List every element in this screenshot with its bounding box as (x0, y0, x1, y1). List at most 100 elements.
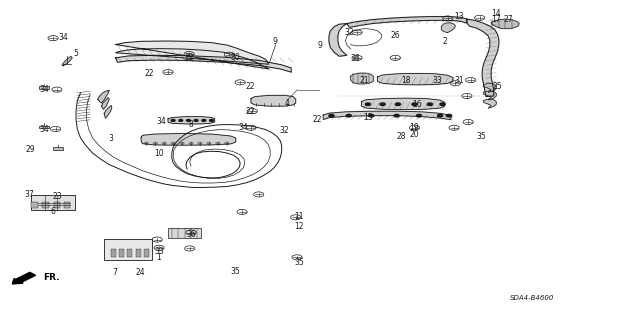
Circle shape (180, 142, 184, 144)
Circle shape (186, 120, 190, 122)
Polygon shape (141, 133, 236, 145)
Text: 7: 7 (112, 268, 117, 277)
Circle shape (179, 120, 182, 122)
Polygon shape (329, 24, 347, 56)
Text: 37: 37 (24, 190, 35, 199)
Circle shape (145, 142, 148, 144)
Polygon shape (483, 99, 496, 108)
Text: 32: 32 (280, 126, 289, 135)
Circle shape (189, 142, 193, 144)
Polygon shape (116, 41, 269, 69)
Circle shape (428, 103, 433, 106)
Text: 12: 12 (294, 222, 303, 231)
Text: 35: 35 (476, 132, 486, 141)
Bar (31, 195, 75, 210)
Text: 18: 18 (401, 76, 411, 85)
Bar (136, 249, 141, 257)
Polygon shape (62, 56, 72, 66)
Bar (127, 249, 132, 257)
Polygon shape (104, 106, 112, 118)
Bar (145, 249, 150, 257)
Bar (39, 126, 49, 128)
Polygon shape (323, 111, 451, 120)
Text: 20: 20 (409, 130, 419, 138)
Circle shape (216, 142, 220, 144)
Text: 34: 34 (239, 123, 248, 132)
Text: 22: 22 (184, 53, 194, 62)
Polygon shape (467, 19, 499, 97)
Text: 34: 34 (39, 85, 49, 94)
Circle shape (198, 142, 202, 144)
Text: 34: 34 (58, 33, 68, 42)
Text: 35: 35 (294, 258, 305, 267)
Text: 14: 14 (491, 9, 500, 18)
Text: 9: 9 (273, 38, 278, 47)
Text: 6: 6 (51, 207, 56, 216)
Text: 30: 30 (231, 53, 241, 62)
Bar (119, 249, 124, 257)
Text: 26: 26 (390, 31, 400, 40)
Bar (54, 202, 60, 208)
Bar (168, 228, 201, 238)
Text: 3: 3 (108, 134, 113, 143)
Text: 15: 15 (363, 113, 372, 122)
Bar (53, 147, 63, 150)
Text: 24: 24 (135, 268, 145, 277)
Text: 13: 13 (454, 12, 463, 21)
Text: 22: 22 (245, 82, 255, 91)
Text: 33: 33 (154, 247, 164, 256)
Text: 17: 17 (491, 15, 500, 24)
Text: 33: 33 (432, 76, 442, 85)
Text: 34: 34 (39, 125, 49, 134)
Text: FR.: FR. (43, 273, 60, 282)
Text: 36: 36 (186, 230, 196, 239)
Text: 9: 9 (317, 41, 323, 50)
Bar (39, 86, 49, 89)
Polygon shape (351, 73, 374, 84)
Circle shape (447, 115, 452, 117)
Text: 22: 22 (312, 115, 321, 124)
Text: 10: 10 (154, 149, 164, 158)
FancyArrow shape (12, 272, 36, 284)
Circle shape (194, 120, 198, 122)
Polygon shape (116, 55, 291, 72)
Text: 8: 8 (189, 120, 193, 129)
Circle shape (329, 115, 334, 117)
Circle shape (438, 115, 443, 117)
Polygon shape (378, 73, 453, 85)
Circle shape (369, 115, 374, 117)
Polygon shape (251, 95, 296, 106)
Text: 21: 21 (360, 76, 369, 85)
Circle shape (207, 142, 211, 144)
Text: 11: 11 (294, 212, 303, 221)
Circle shape (394, 115, 399, 117)
Text: SDA4-B4600: SDA4-B4600 (510, 295, 554, 301)
Polygon shape (102, 98, 109, 109)
Text: 19: 19 (409, 122, 419, 132)
Circle shape (346, 115, 351, 117)
Text: 4: 4 (284, 100, 289, 108)
Bar (31, 202, 38, 208)
Text: 28: 28 (397, 132, 406, 141)
Circle shape (172, 120, 175, 122)
Bar (104, 239, 152, 260)
Text: 32: 32 (344, 28, 353, 37)
Polygon shape (347, 17, 467, 27)
Circle shape (396, 103, 401, 106)
Polygon shape (483, 83, 496, 92)
Polygon shape (168, 117, 214, 124)
Polygon shape (362, 98, 445, 110)
Circle shape (440, 103, 445, 106)
Text: 23: 23 (52, 191, 61, 201)
Circle shape (380, 103, 385, 106)
Polygon shape (442, 23, 456, 33)
Text: 31: 31 (454, 76, 464, 85)
Polygon shape (98, 90, 109, 103)
Circle shape (412, 103, 417, 106)
Circle shape (172, 142, 175, 144)
Text: 16: 16 (412, 100, 422, 109)
Text: 22: 22 (245, 108, 255, 116)
Circle shape (209, 120, 213, 122)
Circle shape (154, 142, 157, 144)
Text: 36: 36 (350, 54, 360, 63)
